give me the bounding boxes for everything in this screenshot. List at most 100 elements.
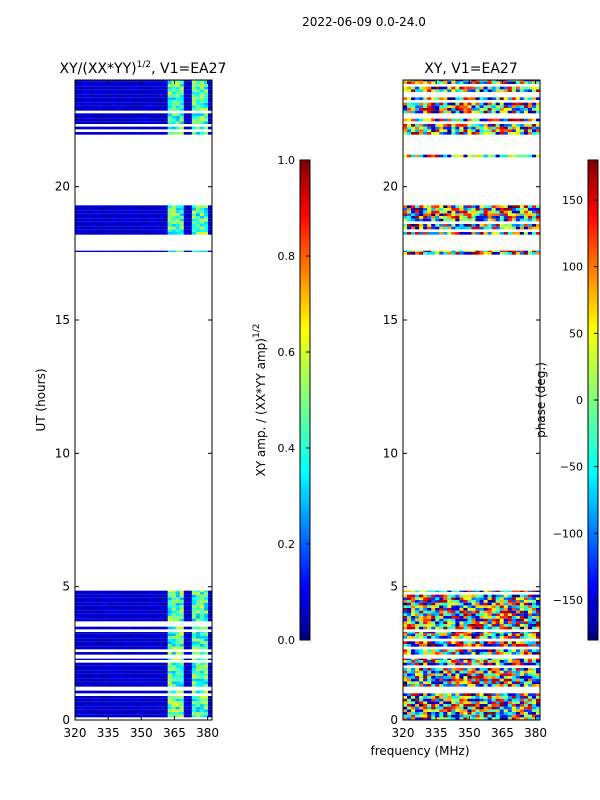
phase-heatmap-cell: [403, 626, 408, 630]
amplitude-heatmap-cell: [135, 626, 140, 630]
phase-heatmap-cell: [471, 110, 476, 114]
phase-heatmap-cell: [499, 662, 505, 666]
amplitude-heatmap-cell: [179, 226, 185, 230]
amplitude-heatmap-cell: [155, 658, 160, 660]
phase-heatmap-cell: [479, 626, 484, 630]
phase-heatmap-cell: [407, 676, 412, 679]
phase-xtick-label: 365: [491, 726, 514, 740]
amplitude-heatmap-cell: [135, 229, 140, 232]
phase-heatmap-cell: [523, 662, 529, 666]
amplitude-heatmap-cell: [171, 126, 177, 130]
amplitude-heatmap-cell: [75, 668, 80, 671]
amplitude-heatmap-cell: [183, 632, 189, 634]
phase-heatmap-cell: [531, 621, 537, 624]
phase-heatmap-cell: [415, 210, 420, 214]
amplitude-heatmap-cell: [167, 616, 173, 619]
amplitude-heatmap-cell: [131, 226, 136, 230]
amplitude-heatmap-cell: [171, 116, 177, 119]
amplitude-heatmap-cell: [155, 709, 160, 712]
amplitude-heatmap-cell: [147, 116, 152, 119]
phase-heatmap-cell: [451, 590, 456, 592]
phase-heatmap-cell: [479, 80, 484, 82]
amplitude-heatmap-cell: [111, 613, 116, 616]
phase-heatmap-cell: [495, 124, 501, 127]
phase-heatmap-cell: [423, 652, 428, 655]
phase-heatmap-cell: [471, 660, 476, 663]
phase-heatmap-cell: [487, 224, 492, 227]
phase-heatmap-cell: [499, 706, 505, 710]
amplitude-heatmap-cell: [171, 216, 177, 219]
amplitude-heatmap-cell: [83, 226, 88, 230]
phase-heatmap-cell: [427, 626, 432, 630]
amplitude-axes-frame: [74, 79, 213, 721]
phase-heatmap-cell: [435, 124, 440, 127]
phase-colorbar-tick-label: 150: [562, 194, 583, 207]
phase-heatmap-cell: [451, 129, 456, 132]
amplitude-heatmap-cell: [183, 676, 189, 679]
phase-heatmap-cell: [511, 80, 517, 82]
phase-heatmap-cell: [499, 216, 505, 219]
amplitude-heatmap-cell: [99, 709, 104, 712]
amplitude-heatmap-cell: [119, 709, 124, 712]
amplitude-heatmap-cell: [175, 626, 181, 630]
phase-heatmap-cell: [523, 208, 529, 211]
amplitude-heatmap-cell: [151, 696, 156, 699]
phase-heatmap-cell: [515, 668, 521, 671]
amplitude-heatmap-cell: [119, 652, 124, 655]
phase-heatmap-cell: [459, 252, 464, 255]
amplitude-heatmap-cell: [79, 633, 84, 636]
amplitude-heatmap-cell: [75, 600, 80, 603]
amplitude-heatmap-cell: [143, 126, 148, 130]
phase-heatmap-cell: [503, 621, 509, 624]
amplitude-heatmap-cell: [191, 684, 197, 687]
amplitude-heatmap-cell: [207, 81, 212, 84]
phase-heatmap-cell: [451, 701, 456, 704]
amplitude-heatmap-cell: [135, 613, 140, 616]
amplitude-heatmap-cell: [143, 232, 148, 235]
amplitude-heatmap-cell: [119, 84, 124, 87]
phase-heatmap-cell: [531, 698, 537, 702]
amplitude-heatmap-cell: [195, 108, 201, 111]
amplitude-heatmap-cell: [107, 676, 112, 679]
amplitude-heatmap-cell: [171, 668, 177, 671]
amplitude-heatmap-cell: [87, 714, 92, 718]
phase-heatmap-cell: [515, 676, 521, 679]
phase-heatmap-cell: [507, 81, 513, 84]
amplitude-heatmap-cell: [135, 108, 140, 111]
amplitude-heatmap-cell: [131, 712, 136, 715]
amplitude-heatmap-cell: [207, 638, 212, 642]
amplitude-heatmap-cell: [187, 132, 193, 135]
phase-heatmap-cell: [435, 652, 440, 655]
phase-heatmap-cell: [403, 673, 408, 676]
amplitude-heatmap-cell: [195, 698, 201, 702]
amplitude-heatmap-cell: [115, 226, 120, 230]
phase-heatmap-cell: [447, 124, 452, 127]
phase-heatmap-cell: [479, 658, 484, 660]
amplitude-heatmap-cell: [135, 126, 140, 130]
phase-heatmap-cell: [423, 712, 428, 715]
amplitude-heatmap-cell: [83, 229, 88, 232]
amplitude-heatmap-cell: [127, 592, 132, 595]
amplitude-heatmap-cell: [147, 81, 152, 84]
phase-heatmap-cell: [459, 624, 464, 627]
amplitude-heatmap-cell: [131, 638, 136, 642]
amplitude-heatmap-cell: [107, 80, 112, 82]
phase-heatmap-cell: [467, 224, 472, 227]
amplitude-heatmap-cell: [131, 646, 136, 650]
phase-heatmap-cell: [451, 110, 456, 114]
amplitude-heatmap-cell: [199, 597, 205, 600]
phase-heatmap-cell: [487, 80, 492, 82]
amplitude-heatmap-cell: [187, 652, 193, 655]
amplitude-heatmap-cell: [191, 97, 197, 100]
amplitude-heatmap-cell: [171, 590, 177, 592]
amplitude-heatmap-cell: [159, 108, 164, 111]
phase-heatmap-cell: [531, 218, 537, 222]
amplitude-heatmap-cell: [87, 712, 92, 715]
figure-title: 2022-06-09 0.0-24.0: [302, 15, 426, 29]
amplitude-heatmap-cell: [135, 646, 140, 650]
amplitude-heatmap-cell: [155, 94, 160, 98]
phase-heatmap-cell: [503, 644, 509, 647]
amplitude-heatmap-cell: [199, 84, 205, 87]
phase-heatmap-cell: [483, 97, 488, 100]
amplitude-heatmap-cell: [83, 684, 88, 687]
